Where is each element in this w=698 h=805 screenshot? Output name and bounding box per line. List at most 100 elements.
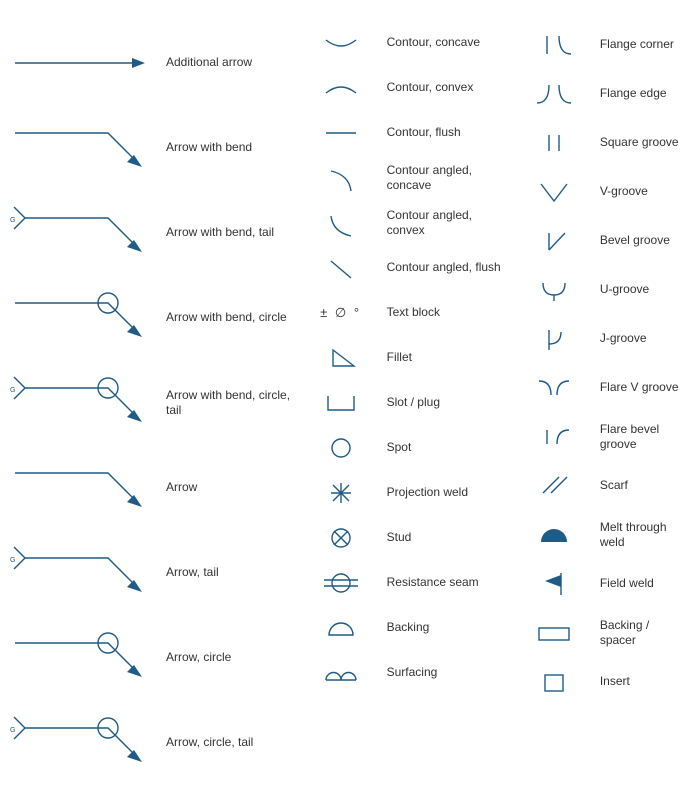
label: Contour, convex <box>381 80 474 95</box>
row-v-groove: V-groove <box>514 167 688 216</box>
column-weld-types: Contour, concave Contour, convex Contour… <box>301 20 504 785</box>
row-flare-v-groove: Flare V groove <box>514 363 688 412</box>
row-slot-plug: Slot / plug <box>301 380 504 425</box>
row-surfacing: Surfacing <box>301 650 504 695</box>
arrow-with-bend-circle-tail-icon: G <box>10 373 160 433</box>
row-contour-angled-flush: Contour angled, flush <box>301 245 504 290</box>
row-square-groove: Square groove <box>514 118 688 167</box>
label: Text block <box>381 305 440 320</box>
label: U-groove <box>594 282 649 297</box>
label: Contour angled, flush <box>381 260 501 275</box>
label: Backing / spacer <box>594 618 688 648</box>
square-groove-icon <box>514 128 594 158</box>
label: Contour angled, convex <box>381 208 504 238</box>
label: Flare bevel groove <box>594 422 688 452</box>
backing-icon <box>301 613 381 643</box>
label: Arrow, circle <box>160 650 231 665</box>
row-flange-edge: Flange edge <box>514 69 688 118</box>
row-contour-angled-concave: Contour angled, concave <box>301 155 504 200</box>
svg-text:G: G <box>10 557 15 564</box>
column-arrows: Additional arrow Arrow with bend G <box>10 20 291 785</box>
row-stud: Stud <box>301 515 504 560</box>
row-j-groove: J-groove <box>514 314 688 363</box>
row-arrow: Arrow <box>10 445 291 530</box>
label: Spot <box>381 440 412 455</box>
arrow-tail-icon: G <box>10 543 160 603</box>
fillet-icon <box>301 343 381 373</box>
label: Contour, flush <box>381 125 461 140</box>
label: Arrow with bend, circle, tail <box>160 388 291 418</box>
label: Arrow with bend, tail <box>160 225 274 240</box>
label: Square groove <box>594 135 679 150</box>
label: V-groove <box>594 184 648 199</box>
contour-angled-concave-icon <box>301 163 381 193</box>
row-projection-weld: Projection weld <box>301 470 504 515</box>
arrow-with-bend-icon <box>10 118 160 178</box>
contour-angled-convex-icon <box>301 208 381 238</box>
insert-icon <box>514 667 594 697</box>
label: Melt through weld <box>594 520 688 550</box>
contour-convex-icon <box>301 73 381 103</box>
svg-text:G: G <box>10 727 15 734</box>
label: Arrow with bend, circle <box>160 310 287 325</box>
row-arrow-tail: G Arrow, tail <box>10 530 291 615</box>
label: Arrow, tail <box>160 565 219 580</box>
column-grooves: Flange corner Flange edge Square groove <box>514 20 688 785</box>
row-resistance-seam: Resistance seam <box>301 560 504 605</box>
projection-weld-icon <box>301 478 381 508</box>
row-arrow-with-bend-tail: G Arrow with bend, tail <box>10 190 291 275</box>
label: Backing <box>381 620 430 635</box>
arrow-circle-icon <box>10 628 160 688</box>
row-fillet: Fillet <box>301 335 504 380</box>
stud-icon <box>301 523 381 553</box>
resistance-seam-icon <box>301 568 381 598</box>
contour-flush-icon <box>301 118 381 148</box>
row-arrow-circle-tail: G Arrow, circle, tail <box>10 700 291 785</box>
contour-concave-icon <box>301 28 381 58</box>
row-arrow-with-bend: Arrow with bend <box>10 105 291 190</box>
melt-through-weld-icon <box>514 520 594 550</box>
row-spot: Spot <box>301 425 504 470</box>
label: Field weld <box>594 576 654 591</box>
label: Bevel groove <box>594 233 670 248</box>
contour-angled-flush-icon <box>301 253 381 283</box>
row-contour-concave: Contour, concave <box>301 20 504 65</box>
flare-bevel-groove-icon <box>514 422 594 452</box>
row-flange-corner: Flange corner <box>514 20 688 69</box>
label: Additional arrow <box>160 55 252 70</box>
label: Arrow, circle, tail <box>160 735 253 750</box>
field-weld-icon <box>514 569 594 599</box>
row-field-weld: Field weld <box>514 559 688 608</box>
label: Arrow with bend <box>160 140 252 155</box>
label: Contour angled, concave <box>381 163 504 193</box>
surfacing-icon <box>301 658 381 688</box>
label: Resistance seam <box>381 575 479 590</box>
label: Projection weld <box>381 485 468 500</box>
row-arrow-circle: Arrow, circle <box>10 615 291 700</box>
row-contour-convex: Contour, convex <box>301 65 504 110</box>
label: Fillet <box>381 350 412 365</box>
label: Surfacing <box>381 665 438 680</box>
u-groove-icon <box>514 275 594 305</box>
label: Contour, concave <box>381 35 480 50</box>
label: Flange corner <box>594 37 674 52</box>
svg-text:G: G <box>10 217 15 224</box>
row-additional-arrow: Additional arrow <box>10 20 291 105</box>
row-insert: Insert <box>514 657 688 706</box>
label: Flare V groove <box>594 380 679 395</box>
flare-v-groove-icon <box>514 373 594 403</box>
label: Flange edge <box>594 86 667 101</box>
v-groove-icon <box>514 177 594 207</box>
label: Insert <box>594 674 630 689</box>
scarf-icon <box>514 471 594 501</box>
row-flare-bevel-groove: Flare bevel groove <box>514 412 688 461</box>
arrow-with-bend-circle-icon <box>10 288 160 348</box>
row-text-block: ± ∅ ° Text block <box>301 290 504 335</box>
welding-symbols-grid: Additional arrow Arrow with bend G <box>10 20 688 785</box>
additional-arrow-icon <box>10 48 160 78</box>
label: Slot / plug <box>381 395 440 410</box>
flange-edge-icon <box>514 79 594 109</box>
row-u-groove: U-groove <box>514 265 688 314</box>
label: J-groove <box>594 331 647 346</box>
svg-text:G: G <box>10 387 15 394</box>
